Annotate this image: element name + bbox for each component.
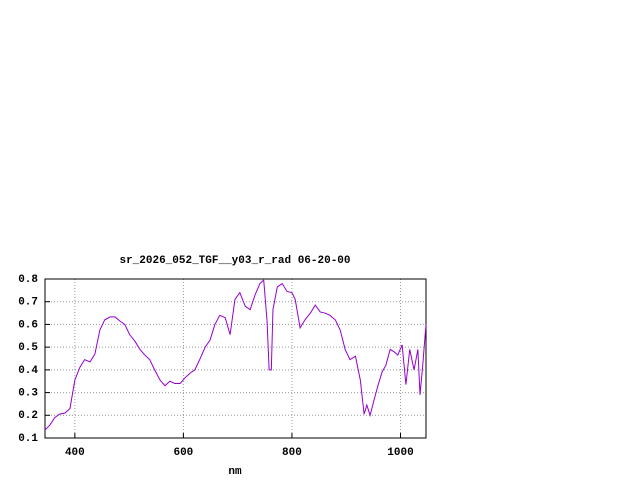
series-line	[44, 279, 427, 431]
x-tick-label: 600	[173, 447, 193, 459]
y-tick-label: 0.4	[18, 365, 38, 377]
y-tick-label: 0.6	[18, 319, 38, 331]
plot-frame	[44, 278, 427, 439]
x-tick-label: 1000	[387, 447, 413, 459]
y-tick-label: 0.2	[18, 410, 38, 422]
y-tick-label: 0.1	[18, 433, 38, 445]
x-tick-label: 800	[282, 447, 302, 459]
chart-title: sr_2026_052_TGF__y03_r_rad 06-20-00	[119, 255, 350, 267]
y-tick-label: 0.3	[18, 387, 38, 399]
y-tick-label: 0.5	[18, 342, 38, 354]
y-tick-label: 0.8	[18, 274, 38, 286]
x-axis-label: nm	[228, 466, 242, 478]
y-tick-label: 0.7	[18, 297, 38, 309]
x-tick-label: 400	[65, 447, 85, 459]
